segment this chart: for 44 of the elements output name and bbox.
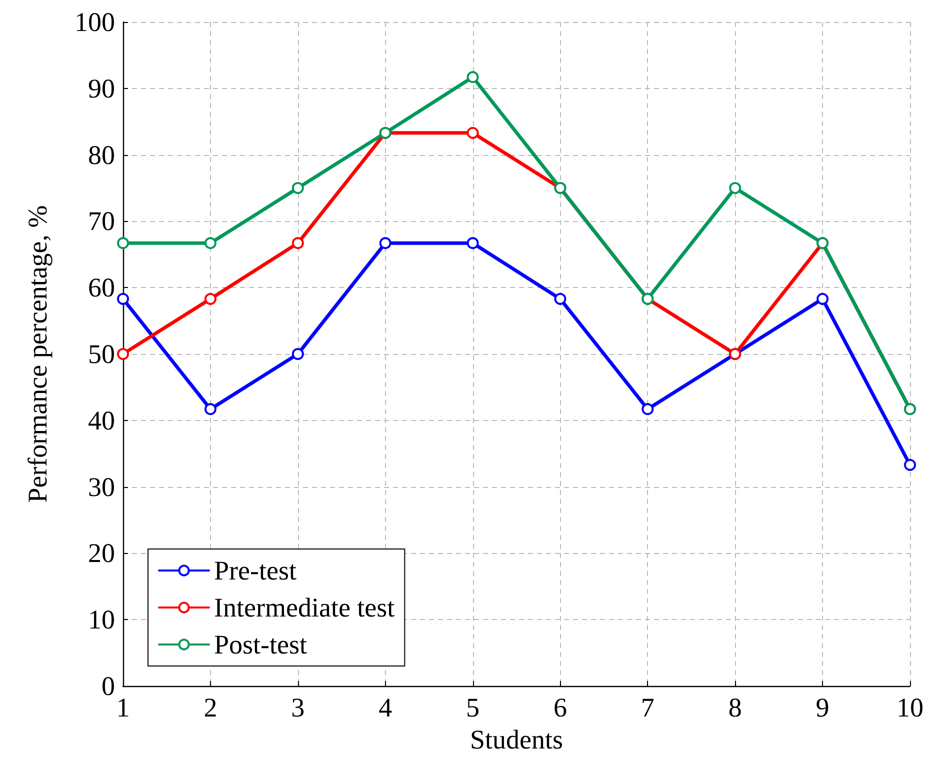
x-tick-label: 9 bbox=[816, 692, 830, 722]
legend-label: Post-test bbox=[214, 630, 308, 660]
x-tick-label: 6 bbox=[553, 692, 567, 722]
y-tick-label: 100 bbox=[74, 7, 115, 37]
point bbox=[292, 182, 304, 194]
x-tick-label: 2 bbox=[204, 692, 218, 722]
point bbox=[816, 292, 829, 305]
point bbox=[204, 292, 216, 305]
x-tick-label: 1 bbox=[116, 692, 130, 722]
legend-label: Intermediate test bbox=[214, 592, 396, 622]
point bbox=[466, 237, 479, 250]
x-tick-label: 5 bbox=[466, 692, 480, 722]
point bbox=[904, 458, 916, 471]
point bbox=[554, 292, 566, 305]
point bbox=[117, 237, 129, 250]
y-tick-label: 20 bbox=[88, 538, 115, 568]
point bbox=[466, 71, 479, 84]
point bbox=[117, 348, 129, 360]
point bbox=[117, 292, 129, 305]
point bbox=[204, 237, 216, 250]
y-tick-label: 80 bbox=[88, 140, 115, 170]
x-tick-label: 10 bbox=[896, 692, 924, 722]
x-tick-label: 4 bbox=[378, 692, 393, 722]
point bbox=[292, 237, 304, 250]
x-axis-title: Students bbox=[470, 724, 564, 754]
point bbox=[379, 237, 392, 250]
y-tick-label: 50 bbox=[88, 339, 115, 369]
x-tick-label: 8 bbox=[728, 692, 742, 722]
y-axis-title: Performance percentage, % bbox=[22, 205, 52, 503]
y-tick-label: 10 bbox=[88, 604, 115, 635]
y-tick-label: 90 bbox=[88, 73, 115, 104]
y-tick-label: 70 bbox=[88, 206, 115, 236]
point bbox=[642, 403, 654, 416]
y-tick-label: 30 bbox=[88, 472, 115, 502]
y-tick-label: 60 bbox=[88, 272, 115, 303]
point bbox=[204, 403, 216, 416]
legend-label: Pre-test bbox=[214, 556, 297, 586]
x-tick-label: 7 bbox=[640, 692, 654, 722]
y-tick-label: 40 bbox=[88, 405, 115, 436]
point bbox=[292, 348, 304, 360]
point bbox=[466, 126, 479, 139]
y-tick-label: 0 bbox=[102, 671, 115, 701]
point bbox=[729, 182, 742, 194]
x-tick-label: 3 bbox=[291, 692, 305, 722]
